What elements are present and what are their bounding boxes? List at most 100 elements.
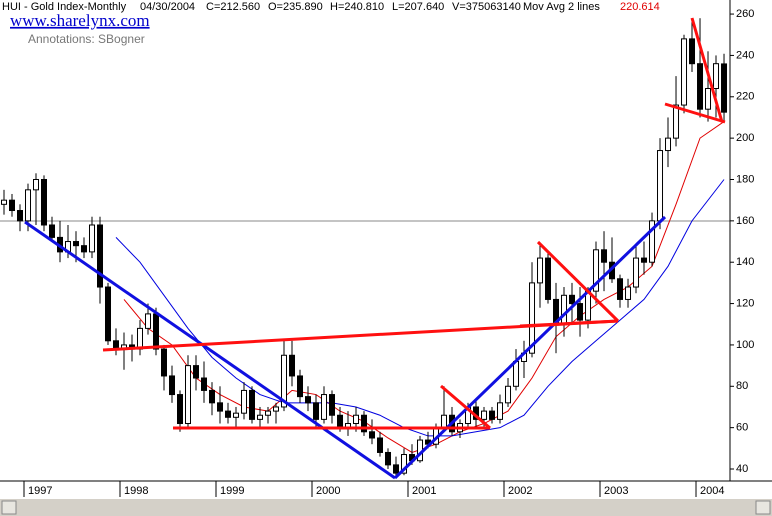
candle-body — [289, 354, 296, 377]
open-value: O=235.890 — [268, 1, 323, 13]
candle-body — [673, 104, 680, 139]
trendline — [690, 17, 724, 123]
candle-body — [529, 282, 536, 354]
annotation-credit: Annotations: SBogner — [28, 32, 145, 46]
ma-value: 220.614 — [620, 1, 660, 13]
candle-body — [689, 38, 696, 65]
trendline — [536, 240, 620, 323]
y-tick-label: 40 — [736, 463, 748, 475]
candle-body — [401, 454, 408, 474]
candle-body — [185, 365, 192, 425]
candle-body — [665, 137, 672, 152]
candle-body — [481, 410, 488, 420]
y-tick-label: 220 — [736, 91, 754, 103]
candle-body — [97, 224, 104, 288]
candle-body — [641, 257, 648, 263]
candle-body — [385, 451, 392, 466]
candle-body — [9, 199, 16, 212]
candle-body — [297, 375, 304, 398]
candle-body — [281, 354, 288, 408]
x-tick-label: 1999 — [220, 485, 244, 497]
candle-body — [393, 464, 400, 474]
y-tick-label: 120 — [736, 297, 754, 309]
y-tick-label: 160 — [736, 215, 754, 227]
candle-body — [545, 257, 552, 300]
low-value: L=207.640 — [392, 1, 444, 13]
candle-body — [225, 410, 232, 418]
trendline — [664, 102, 726, 124]
y-tick-label: 260 — [736, 8, 754, 20]
candle-body — [337, 414, 344, 429]
candle-body — [273, 406, 280, 412]
trendline — [393, 215, 667, 480]
x-tick-label: 1998 — [124, 485, 148, 497]
y-tick-label: 240 — [736, 49, 754, 61]
candle-body — [713, 63, 720, 90]
y-tick-label: 100 — [736, 339, 754, 351]
close-value: C=212.560 — [206, 1, 260, 13]
candle-body — [105, 286, 112, 342]
candle-body — [249, 389, 256, 420]
candle-body — [73, 241, 80, 247]
candle-body — [81, 245, 88, 253]
date: 04/30/2004 — [140, 1, 195, 13]
candle-body — [305, 396, 312, 404]
scroll-left[interactable] — [1, 500, 17, 515]
candle-body — [513, 360, 520, 387]
candle-body — [625, 286, 632, 300]
candle-body — [329, 394, 336, 416]
candle-body — [721, 63, 728, 113]
candle-body — [169, 375, 176, 396]
candle-body — [561, 294, 568, 325]
candle-body — [585, 290, 592, 321]
candle-body — [177, 394, 184, 425]
candle-body — [33, 178, 40, 191]
y-tick-label: 180 — [736, 173, 754, 185]
y-tick-label: 60 — [736, 422, 748, 434]
scroll-right[interactable] — [755, 500, 771, 515]
x-tick-label: 2000 — [316, 485, 340, 497]
moving-average — [115, 179, 725, 437]
candle-body — [313, 402, 320, 420]
candle-body — [697, 63, 704, 110]
candle-body — [49, 224, 56, 238]
site-link[interactable]: www.sharelynx.com — [10, 11, 150, 30]
candle-body — [497, 402, 504, 420]
candle-body — [161, 348, 168, 377]
ma-label: Mov Avg 2 lines — [523, 1, 600, 13]
trendline — [24, 220, 396, 480]
x-tick-label: 2004 — [700, 485, 724, 497]
x-tick-label: 2002 — [508, 485, 532, 497]
candle-body — [657, 150, 664, 222]
candle-body — [377, 437, 384, 453]
candle-body — [201, 377, 208, 391]
candle-body — [136, 327, 143, 350]
candle-body — [265, 410, 272, 416]
candle-body — [505, 385, 512, 404]
trendline — [440, 384, 491, 430]
candle-body — [145, 313, 152, 329]
trendline — [519, 319, 619, 328]
y-tick-label: 200 — [736, 132, 754, 144]
candle-body — [217, 402, 224, 412]
high-value: H=240.810 — [330, 1, 384, 13]
candle-body — [617, 278, 624, 300]
candle-body — [569, 294, 576, 305]
scrollbar[interactable] — [0, 499, 772, 516]
chart-title: HUI - Gold Index-Monthly — [2, 1, 127, 13]
candle-body — [649, 220, 656, 263]
x-tick-label: 1997 — [28, 485, 52, 497]
candle-body — [321, 394, 328, 420]
volume-value: V=375063140 — [452, 1, 521, 13]
candle-body — [681, 38, 688, 106]
candle-body — [705, 88, 712, 110]
candle-body — [593, 249, 600, 292]
candle-body — [633, 257, 640, 288]
candle-body — [241, 389, 248, 414]
y-tick-label: 80 — [736, 380, 748, 392]
candle-body — [209, 389, 216, 404]
candle-body — [537, 257, 544, 284]
x-tick-label: 2001 — [412, 485, 436, 497]
